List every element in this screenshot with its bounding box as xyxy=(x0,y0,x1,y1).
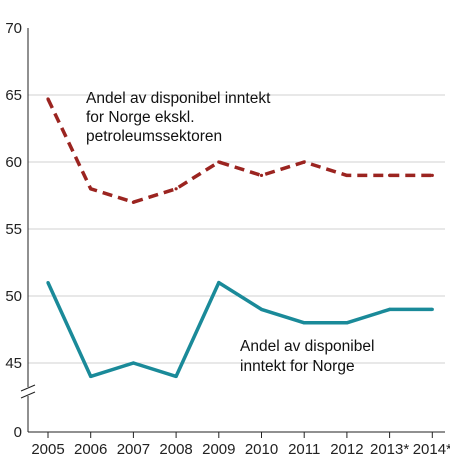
series-line-0 xyxy=(46,98,433,204)
x-tick-label: 2013* xyxy=(370,441,409,458)
x-tick-label: 2012 xyxy=(330,441,363,458)
data-point xyxy=(345,173,349,177)
x-tick-label: 2009 xyxy=(202,441,235,458)
annotation-line: inntekt for Norge xyxy=(240,358,355,375)
y-tick-label: 45 xyxy=(5,355,22,372)
y-tick-label: 65 xyxy=(5,87,22,104)
data-point xyxy=(302,160,306,164)
x-tick-label: 2014* xyxy=(413,441,450,458)
data-point xyxy=(131,361,135,365)
y-tick-label: 55 xyxy=(5,221,22,238)
axis-break-marker xyxy=(20,384,36,399)
series-line-1 xyxy=(46,280,433,379)
annotation-line: Andel av disponibel inntekt xyxy=(86,90,271,107)
x-tick-label: 2011 xyxy=(288,441,320,458)
series-lines xyxy=(46,97,434,379)
x-tick-label: 2005 xyxy=(31,441,64,458)
series-annotation-0: Andel av disponibel inntekt for Norge ek… xyxy=(86,90,275,145)
annotation-line: for Norge ekskl. xyxy=(86,109,195,126)
y-tick-labels: 70 65 60 55 50 45 0 xyxy=(5,20,22,441)
data-point xyxy=(46,281,50,285)
data-point xyxy=(217,160,221,164)
series-annotation-1: Andel av disponibel inntekt for Norge xyxy=(240,338,379,375)
data-point xyxy=(259,173,264,177)
annotation-line: Andel av disponibel xyxy=(240,338,374,355)
data-point xyxy=(302,321,306,325)
data-point xyxy=(46,97,50,101)
x-tick-label: 2008 xyxy=(159,441,192,458)
data-point xyxy=(430,173,434,177)
x-tick-label: 2007 xyxy=(117,441,150,458)
y-tick-label: 60 xyxy=(5,154,22,171)
gridlines xyxy=(28,94,445,364)
y-tick-label: 0 xyxy=(14,424,22,441)
data-point xyxy=(217,281,221,285)
data-point xyxy=(89,187,93,191)
data-point xyxy=(388,307,392,311)
data-point xyxy=(174,187,178,191)
data-point xyxy=(345,321,349,325)
y-tick-label: 70 xyxy=(5,20,22,37)
x-tick-label: 2006 xyxy=(74,441,107,458)
data-point xyxy=(430,307,434,311)
data-point xyxy=(174,374,178,378)
data-point xyxy=(388,173,392,177)
y-tick-label: 50 xyxy=(5,288,22,305)
x-tick-labels: 2005 2006 2007 2008 2009 2010 2011 2012 2013* 201… xyxy=(31,432,450,458)
data-point xyxy=(131,200,135,204)
data-point xyxy=(259,307,264,311)
data-point xyxy=(89,374,93,378)
x-tick-label: 2010 xyxy=(245,441,278,458)
axes xyxy=(20,28,445,433)
annotation-line: petroleumssektoren xyxy=(86,128,222,145)
